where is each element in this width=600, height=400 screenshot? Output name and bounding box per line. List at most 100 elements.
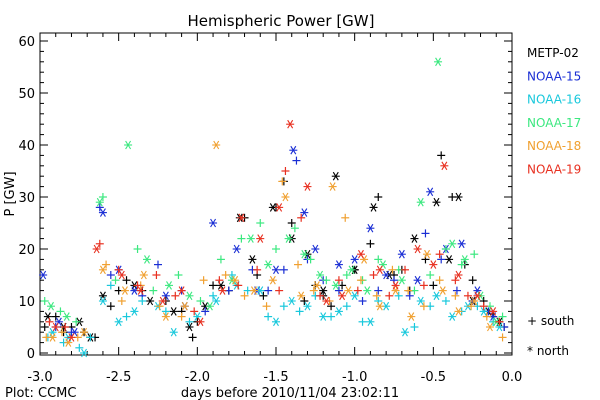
north-point	[185, 291, 194, 301]
south-point	[240, 291, 249, 300]
y-axis-label: P [GW]	[3, 171, 18, 216]
north-point	[416, 197, 425, 207]
south-point	[259, 291, 268, 300]
north-point	[297, 291, 306, 301]
north-point	[62, 312, 71, 321]
north-point	[130, 307, 139, 316]
south-point	[122, 312, 131, 321]
north-point	[165, 281, 174, 290]
north-point	[47, 301, 56, 311]
south-point	[201, 307, 210, 316]
south-point	[234, 281, 243, 290]
north-point	[249, 286, 258, 295]
north-point	[347, 265, 356, 275]
legend-entry: NOAA-17	[527, 116, 581, 130]
north-point	[48, 333, 57, 342]
south-point	[452, 286, 461, 295]
north-point	[460, 255, 469, 264]
legend: METP-02 NOAA-15 NOAA-16 NOAA-17 NOAA-18 NOAA-…	[527, 46, 581, 358]
south-point	[457, 260, 466, 269]
south-point	[264, 286, 273, 295]
north-point	[43, 312, 52, 321]
north-point	[434, 57, 443, 67]
north-point	[80, 327, 89, 337]
north-point	[454, 307, 463, 316]
north-point	[205, 301, 214, 311]
north-point	[124, 140, 133, 150]
north-point	[51, 322, 60, 332]
south-point	[177, 312, 186, 321]
south-point	[334, 286, 343, 295]
north-point	[246, 234, 255, 243]
south-point	[279, 302, 288, 311]
south-point	[279, 265, 288, 274]
south-point	[322, 276, 331, 285]
south-point	[358, 317, 367, 326]
y-tick-label: 50	[18, 87, 35, 102]
south-point	[209, 281, 218, 290]
south-point	[441, 297, 450, 305]
south-point	[72, 317, 81, 326]
north-point	[369, 203, 378, 212]
y-tick-label: 0	[27, 347, 35, 362]
north-point	[375, 301, 384, 311]
south-point	[40, 297, 49, 305]
x-tick-label: -3.0	[27, 370, 52, 385]
south-point	[275, 286, 284, 295]
south-point	[287, 219, 296, 227]
south-point	[95, 203, 104, 212]
south-point	[374, 255, 383, 264]
north-point	[232, 244, 241, 254]
north-point	[397, 249, 406, 259]
south-point	[316, 291, 325, 300]
north-point	[281, 192, 290, 202]
north-point	[366, 223, 375, 233]
north-point	[454, 270, 463, 280]
north-point	[39, 270, 48, 280]
south-point	[253, 265, 262, 274]
north-point	[356, 249, 365, 259]
south-point	[106, 281, 115, 290]
south-point	[300, 297, 309, 305]
south-point	[385, 291, 394, 300]
north-point	[350, 255, 359, 264]
south-point	[498, 333, 507, 342]
north-point	[319, 312, 328, 321]
south-point	[95, 239, 104, 248]
south-point	[419, 281, 428, 290]
south-point	[199, 276, 208, 285]
south-point	[45, 317, 54, 326]
north-point	[423, 249, 432, 259]
south-point	[174, 271, 183, 279]
south-point	[281, 167, 290, 175]
south-point	[61, 323, 70, 331]
north-point	[473, 286, 482, 295]
north-point	[169, 307, 178, 316]
north-point	[300, 249, 309, 259]
north-point	[212, 140, 221, 150]
north-point	[286, 119, 295, 129]
south-point	[278, 177, 287, 186]
south-point	[221, 271, 230, 279]
north-point	[139, 270, 148, 280]
plot-credit: Plot: CCMC	[5, 386, 76, 400]
south-point	[209, 291, 218, 300]
south-point	[56, 307, 65, 316]
south-point	[188, 333, 197, 342]
north-point	[289, 145, 298, 155]
north-point	[98, 296, 107, 306]
y-tick-label: 10	[18, 295, 35, 310]
north-point	[300, 208, 309, 217]
north-point	[146, 296, 155, 306]
north-point	[331, 171, 340, 181]
south-point	[171, 291, 180, 300]
south-point	[435, 276, 444, 285]
south-point	[58, 328, 67, 337]
chart-title: Hemispheric Power [GW]	[188, 12, 375, 30]
north-point	[98, 291, 107, 301]
north-point	[429, 260, 438, 269]
south-point	[138, 297, 147, 305]
north-point	[445, 255, 454, 264]
south-point	[292, 156, 301, 165]
south-point	[272, 245, 280, 253]
